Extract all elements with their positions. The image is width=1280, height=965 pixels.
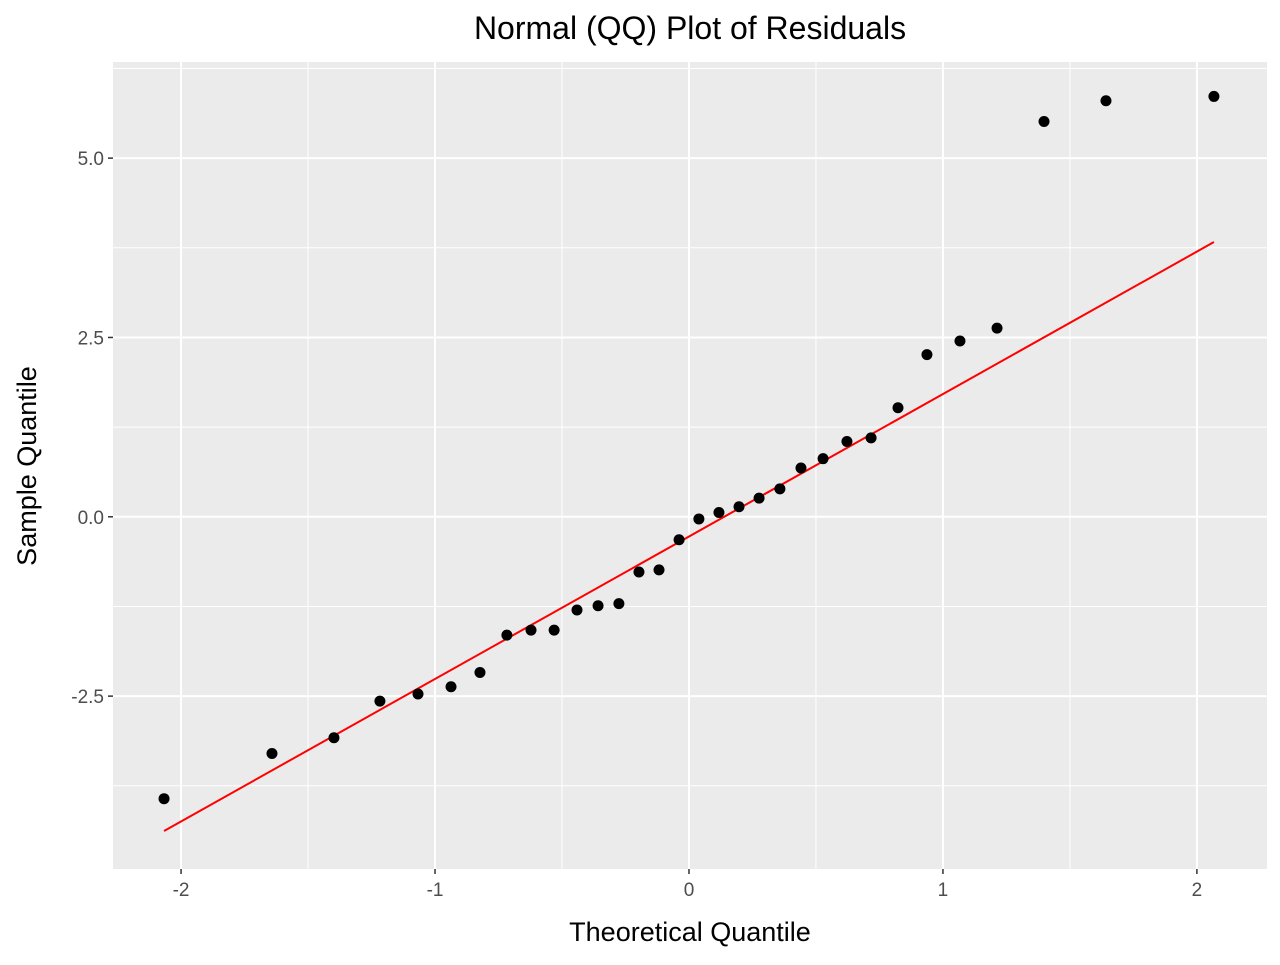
data-point bbox=[1038, 116, 1050, 128]
data-point bbox=[865, 432, 877, 444]
data-point bbox=[474, 666, 486, 678]
data-point bbox=[673, 534, 685, 546]
x-axis-label: Theoretical Quantile bbox=[569, 917, 811, 947]
data-point bbox=[774, 483, 786, 495]
data-point bbox=[1208, 90, 1220, 102]
data-point bbox=[841, 435, 853, 447]
plot-panel bbox=[113, 62, 1267, 869]
data-point bbox=[501, 629, 513, 641]
x-tick-label: -2 bbox=[173, 880, 190, 901]
reference-line-group bbox=[163, 241, 1215, 832]
y-tick-label: 5.0 bbox=[78, 149, 104, 170]
x-tick-label: 1 bbox=[938, 880, 949, 901]
data-point bbox=[633, 566, 645, 578]
data-point bbox=[592, 600, 604, 612]
axes: -2 -1 0 1 2 -2.5 0.0 2.5 5.0 bbox=[71, 149, 1202, 901]
y-tick-label: 2.5 bbox=[78, 328, 104, 349]
data-point bbox=[613, 598, 625, 610]
data-point bbox=[753, 492, 765, 504]
data-point bbox=[445, 681, 457, 693]
data-point bbox=[954, 335, 966, 347]
data-point bbox=[266, 748, 278, 760]
data-point bbox=[733, 501, 745, 513]
data-point bbox=[525, 624, 537, 636]
data-point bbox=[795, 462, 807, 474]
data-point bbox=[713, 506, 725, 518]
data-point bbox=[571, 604, 583, 616]
data-point bbox=[817, 453, 829, 465]
y-tick-label: 0.0 bbox=[78, 508, 104, 529]
data-point bbox=[374, 695, 386, 707]
data-point bbox=[328, 732, 340, 744]
x-tick-label: 0 bbox=[684, 880, 695, 901]
major-gridlines bbox=[113, 62, 1267, 869]
reference-line bbox=[163, 241, 1215, 832]
x-tick-label: -1 bbox=[427, 880, 444, 901]
data-point bbox=[653, 564, 665, 576]
data-point bbox=[991, 322, 1003, 334]
minor-gridlines bbox=[113, 62, 1267, 869]
data-point bbox=[1100, 95, 1112, 107]
data-point bbox=[548, 624, 560, 636]
chart-title: Normal (QQ) Plot of Residuals bbox=[474, 10, 906, 46]
x-tick-label: 2 bbox=[1192, 880, 1203, 901]
data-points bbox=[158, 90, 1220, 805]
data-point bbox=[158, 793, 170, 805]
data-point bbox=[412, 688, 424, 700]
data-point bbox=[892, 402, 904, 414]
y-tick-label: -2.5 bbox=[71, 687, 104, 708]
data-point bbox=[921, 349, 933, 361]
data-point bbox=[693, 513, 705, 525]
y-axis-label: Sample Quantile bbox=[12, 366, 42, 566]
